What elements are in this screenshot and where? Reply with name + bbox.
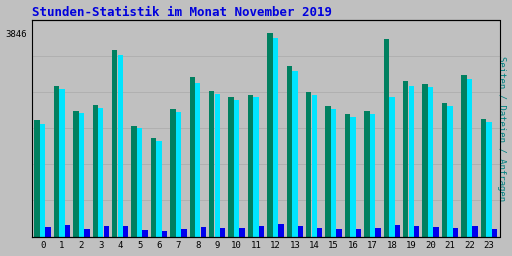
Bar [162,231,167,237]
Bar [481,119,486,237]
Bar [453,228,458,237]
Bar [181,229,186,237]
Bar [84,229,90,237]
Bar [326,106,331,237]
Bar [492,229,497,237]
Bar [253,98,259,237]
Bar [248,95,253,237]
Bar [467,79,472,237]
Bar [240,228,245,237]
Bar [79,113,84,237]
Bar [422,84,428,237]
Bar [461,75,466,237]
Bar [447,106,453,237]
Bar [117,55,123,237]
Bar [156,141,162,237]
Bar [93,105,98,237]
Bar [414,226,419,237]
Bar [189,77,195,237]
Bar [54,86,59,237]
Bar [395,225,400,237]
Bar [292,71,297,237]
Bar [273,38,278,237]
Bar [220,228,225,237]
Bar [112,50,117,237]
Bar [209,91,215,237]
Bar [73,111,78,237]
Bar [201,227,206,237]
Bar [389,97,395,237]
Bar [317,228,323,237]
Bar [442,103,447,237]
Bar [59,89,65,237]
Bar [65,225,70,237]
Text: Stunden-Statistik im Monat November 2019: Stunden-Statistik im Monat November 2019 [32,6,332,18]
Bar [34,120,40,237]
Bar [428,87,433,237]
Bar [123,226,129,237]
Bar [137,128,142,237]
Bar [403,81,409,237]
Bar [103,226,109,237]
Bar [350,116,356,237]
Bar [434,227,439,237]
Bar [409,86,414,237]
Bar [267,33,272,237]
Y-axis label: Seiten / Dateien / Anfragen: Seiten / Dateien / Anfragen [498,56,506,201]
Bar [336,229,342,237]
Bar [364,111,370,237]
Bar [345,114,350,237]
Bar [311,95,317,237]
Bar [215,94,220,237]
Bar [370,114,375,237]
Bar [195,83,201,237]
Bar [472,226,478,237]
Bar [278,225,284,237]
Bar [142,230,148,237]
Bar [151,138,156,237]
Bar [234,100,239,237]
Bar [228,97,234,237]
Bar [176,112,181,237]
Bar [383,39,389,237]
Bar [297,226,303,237]
Bar [356,229,361,237]
Bar [46,227,51,237]
Bar [259,226,264,237]
Bar [306,92,311,237]
Bar [98,108,103,237]
Bar [40,124,45,237]
Bar [375,228,380,237]
Bar [170,109,176,237]
Bar [287,66,292,237]
Bar [486,122,492,237]
Bar [331,109,336,237]
Bar [132,125,137,237]
